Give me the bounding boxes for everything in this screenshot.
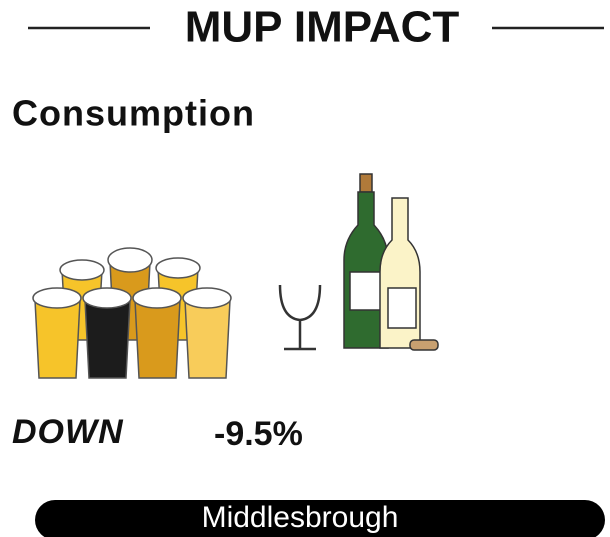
bottles [343,173,439,351]
place-bar [35,500,605,537]
direction: DOWN [12,413,124,451]
header-title: MUP IMPACT [185,3,460,52]
change: -9.5% [214,415,303,453]
place: Middlesbrough [202,501,399,534]
section-title: Consumption [12,93,255,134]
wine-glass [278,284,322,351]
beer-glasses [32,247,232,379]
